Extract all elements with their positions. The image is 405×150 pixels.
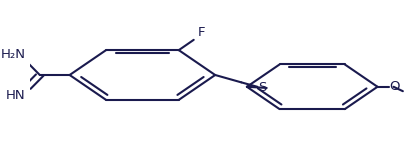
Text: O: O bbox=[390, 80, 400, 93]
Text: HN: HN bbox=[6, 89, 26, 102]
Text: H₂N: H₂N bbox=[1, 48, 26, 61]
Text: F: F bbox=[198, 26, 205, 39]
Text: S: S bbox=[258, 81, 266, 94]
